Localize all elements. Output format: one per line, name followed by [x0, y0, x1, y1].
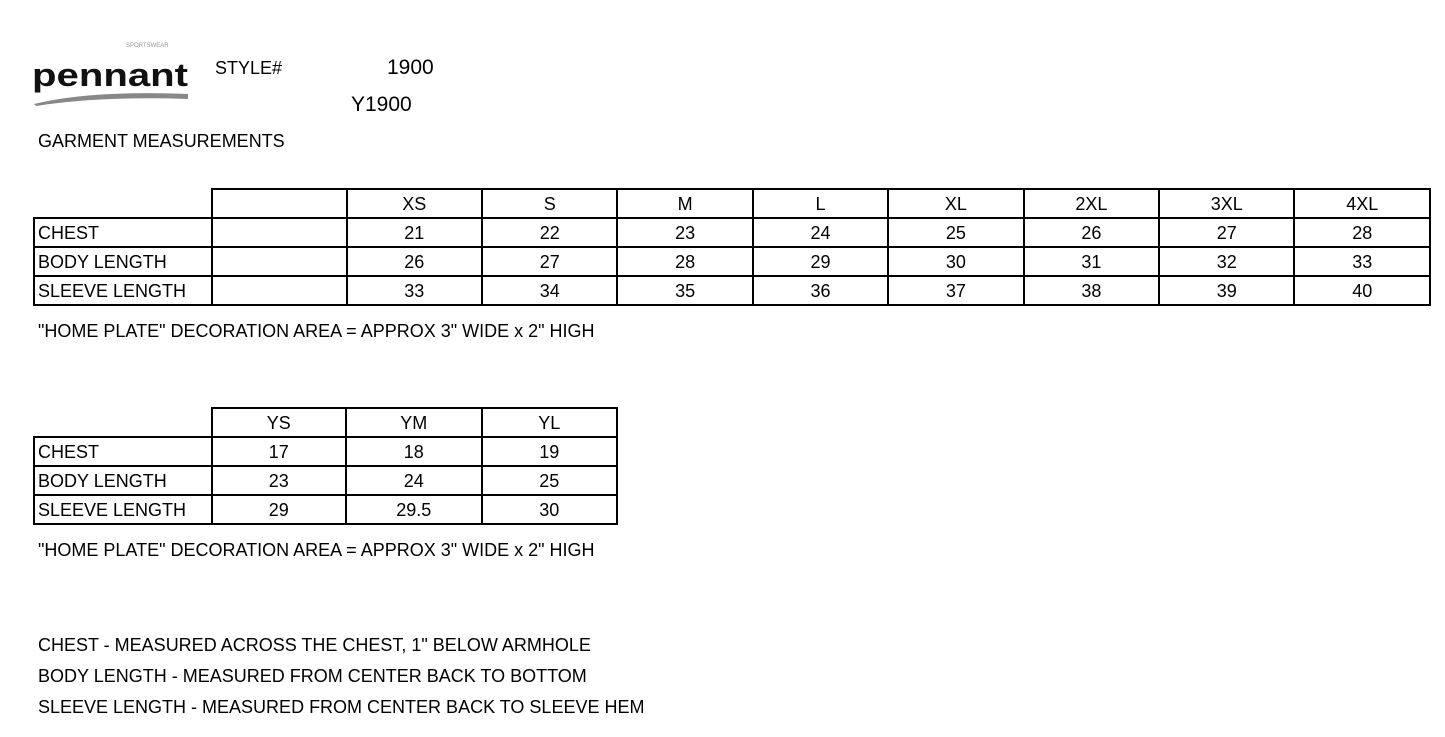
column-header: 3XL	[1158, 188, 1296, 219]
cell: 29	[210, 494, 347, 525]
empty-corner	[34, 408, 213, 438]
table-row: CHEST 17 18 19	[33, 436, 618, 467]
column-header: YL	[480, 407, 618, 438]
cell: 26	[1022, 217, 1161, 248]
column-header: XS	[345, 188, 484, 219]
cell: 32	[1158, 246, 1296, 277]
table-row: BODY LENGTH 26 27 28 29 30 31 32 33	[33, 246, 1431, 277]
cell: 31	[1022, 246, 1161, 277]
cell: 18	[344, 436, 483, 467]
column-header: XL	[887, 188, 1025, 219]
adult-size-table: XS S M L XL 2XL 3XL 4XL CHEST 21 22 23 24 25…	[33, 188, 1431, 306]
column-header: 4XL	[1293, 188, 1431, 219]
cell: 38	[1022, 275, 1161, 306]
cell: 24	[344, 465, 483, 496]
column-header: 2XL	[1022, 188, 1161, 219]
cell: 36	[751, 275, 890, 306]
cell: 30	[887, 246, 1025, 277]
svg-text:SPORTSWEAR: SPORTSWEAR	[126, 43, 169, 49]
empty-header	[210, 188, 348, 219]
cell: 17	[210, 436, 347, 467]
cell: 21	[345, 217, 484, 248]
cell: 34	[481, 275, 619, 306]
cell: 27	[1158, 217, 1296, 248]
youth-style-number: Y1900	[351, 93, 412, 116]
cell: 29	[751, 246, 890, 277]
cell: 22	[481, 217, 619, 248]
row-label: SLEEVE LENGTH	[33, 494, 213, 525]
cell: 23	[616, 217, 754, 248]
definition-chest: CHEST - MEASURED ACROSS THE CHEST, 1" BE…	[38, 635, 591, 655]
empty-corner	[34, 189, 213, 219]
table-row: SLEEVE LENGTH 29 29.5 30	[33, 494, 618, 525]
definition-body-length: BODY LENGTH - MEASURED FROM CENTER BACK …	[38, 666, 587, 686]
cell: 28	[616, 246, 754, 277]
pennant-logo: SPORTSWEAR pennant	[32, 43, 188, 106]
row-label: SLEEVE LENGTH	[33, 275, 213, 306]
cell: 25	[887, 217, 1025, 248]
empty-cell	[210, 275, 348, 306]
style-number: 1900	[387, 56, 434, 79]
table-header-row: XS S M L XL 2XL 3XL 4XL	[34, 188, 1431, 219]
cell: 33	[1293, 246, 1431, 277]
row-label: CHEST	[33, 217, 213, 248]
table-row: SLEEVE LENGTH 33 34 35 36 37 38 39 40	[33, 275, 1431, 306]
adult-decoration-note: "HOME PLATE" DECORATION AREA = APPROX 3"…	[38, 321, 595, 341]
definition-sleeve-length: SLEEVE LENGTH - MEASURED FROM CENTER BAC…	[38, 697, 645, 717]
cell: 23	[210, 465, 347, 496]
column-header: S	[481, 188, 619, 219]
table-row: BODY LENGTH 23 24 25	[33, 465, 618, 496]
style-label: STYLE#	[215, 58, 283, 78]
cell: 33	[345, 275, 484, 306]
column-header: YM	[344, 407, 483, 438]
column-header: L	[751, 188, 890, 219]
cell: 27	[481, 246, 619, 277]
cell: 26	[345, 246, 484, 277]
svg-text:pennant: pennant	[32, 57, 188, 93]
cell: 28	[1293, 217, 1431, 248]
page-title: GARMENT MEASUREMENTS	[38, 131, 285, 151]
cell: 19	[480, 436, 618, 467]
table-header-row: YS YM YL	[34, 407, 618, 438]
column-header: M	[616, 188, 754, 219]
column-header: YS	[210, 407, 347, 438]
cell: 29.5	[344, 494, 483, 525]
table-row: CHEST 21 22 23 24 25 26 27 28	[33, 217, 1431, 248]
cell: 39	[1158, 275, 1296, 306]
cell: 24	[751, 217, 890, 248]
row-label: CHEST	[33, 436, 213, 467]
cell: 35	[616, 275, 754, 306]
cell: 37	[887, 275, 1025, 306]
youth-decoration-note: "HOME PLATE" DECORATION AREA = APPROX 3"…	[38, 540, 595, 560]
cell: 40	[1293, 275, 1431, 306]
youth-size-table: YS YM YL CHEST 17 18 19 BODY LENGTH 23 24 25…	[33, 407, 618, 525]
cell: 25	[480, 465, 618, 496]
row-label: BODY LENGTH	[33, 465, 213, 496]
empty-cell	[210, 246, 348, 277]
row-label: BODY LENGTH	[33, 246, 213, 277]
empty-cell	[210, 217, 348, 248]
cell: 30	[480, 494, 618, 525]
